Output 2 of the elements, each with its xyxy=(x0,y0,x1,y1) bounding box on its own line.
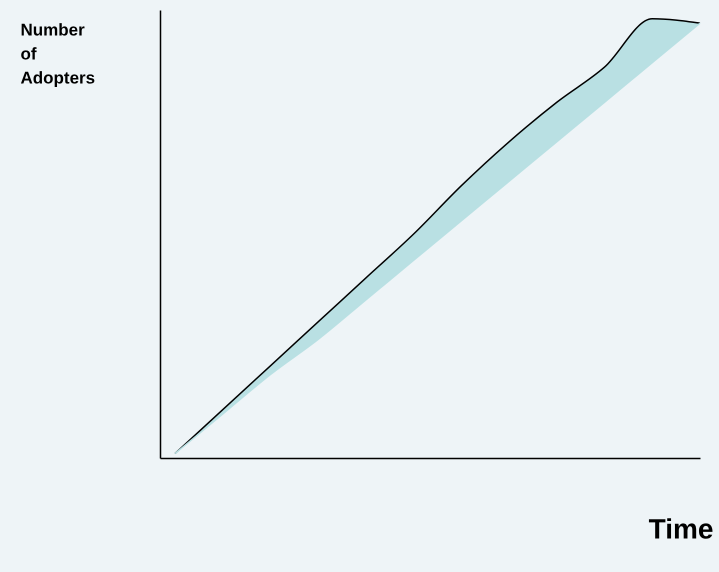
y-axis-title: Number of Adopters xyxy=(20,20,96,88)
x-axis-title: Time xyxy=(648,514,714,544)
